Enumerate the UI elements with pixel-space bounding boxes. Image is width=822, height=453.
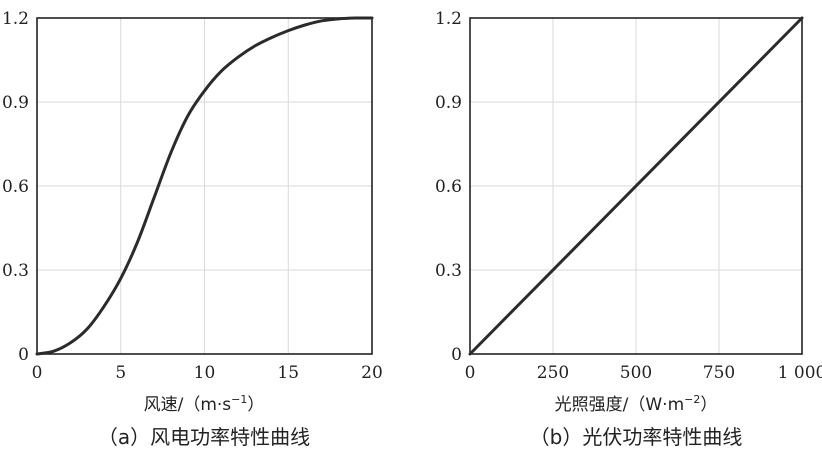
x-axis-label-b: 光照强度/（W·m−2）	[555, 393, 718, 415]
x-tick-labels-a: 0 5 10 15 20	[32, 363, 383, 383]
y-tick-labels-a: 0 0.3 0.6 0.9 1.2	[2, 9, 29, 365]
grid-a	[37, 18, 372, 354]
x-tick-label: 15	[277, 363, 299, 383]
y-tick-label: 0	[451, 345, 462, 365]
y-tick-label: 0.3	[435, 261, 462, 281]
caption-a: （a）风电功率特性曲线	[98, 425, 310, 449]
y-tick-label: 0.9	[2, 93, 29, 113]
pv-power-curve-line	[468, 16, 804, 356]
y-tick-label: 1.2	[435, 9, 462, 29]
y-tick-label: 1.2	[2, 9, 29, 29]
x-axis-label-a: 风速/（m·s−1）	[144, 393, 265, 415]
wind-power-curve-line	[35, 16, 374, 356]
x-tick-label: 250	[537, 363, 569, 383]
y-tick-label: 0.6	[435, 177, 462, 197]
x-tick-label: 0	[465, 363, 476, 383]
y-tick-label: 0	[18, 345, 29, 365]
plot-frame-a	[36, 17, 373, 355]
panel-a-wind-power-curve: 0 5 10 15 20 0 0.3 0.6 0.9 1.2 风速/（m·s−1） （a）风电功…	[2, 9, 383, 449]
x-tick-label: 5	[115, 363, 126, 383]
x-tick-label: 20	[361, 363, 383, 383]
x-tick-label: 1 000	[778, 363, 822, 383]
plot-frame-b	[469, 17, 803, 355]
x-tick-label: 750	[703, 363, 735, 383]
panel-b-pv-power-curve: 0 250 500 750 1 000 0 0.3 0.6 0.9 1.2 光照强度/（W·m−…	[435, 9, 822, 449]
y-tick-label: 0.3	[2, 261, 29, 281]
caption-b: （b）光伏功率特性曲线	[530, 425, 743, 449]
x-tick-label: 0	[32, 363, 43, 383]
x-tick-labels-b: 0 250 500 750 1 000	[465, 363, 822, 383]
x-tick-label: 10	[194, 363, 216, 383]
y-tick-labels-b: 0 0.3 0.6 0.9 1.2	[435, 9, 462, 365]
y-tick-label: 0.9	[435, 93, 462, 113]
y-tick-label: 0.6	[2, 177, 29, 197]
x-tick-label: 500	[620, 363, 652, 383]
